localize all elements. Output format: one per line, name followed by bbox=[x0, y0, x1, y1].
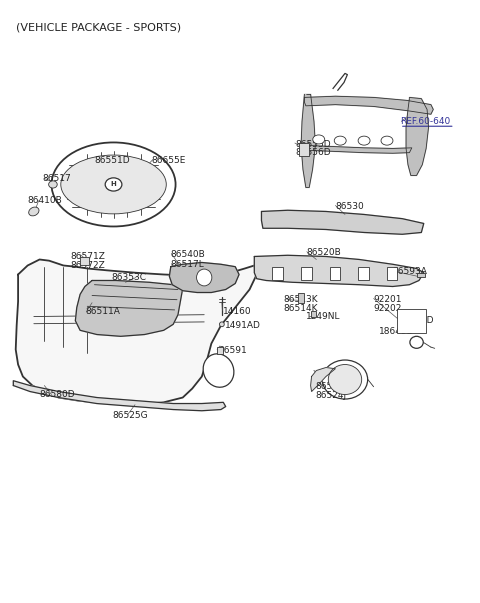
Text: 92330D: 92330D bbox=[398, 316, 434, 325]
Polygon shape bbox=[301, 95, 315, 188]
Ellipse shape bbox=[203, 354, 234, 387]
Text: (VEHICLE PACKAGE - SPORTS): (VEHICLE PACKAGE - SPORTS) bbox=[16, 22, 181, 33]
Polygon shape bbox=[254, 255, 424, 286]
Bar bbox=[273, 267, 283, 280]
Text: 86410B: 86410B bbox=[28, 196, 62, 205]
Text: 14160: 14160 bbox=[223, 307, 252, 316]
Text: 86655E: 86655E bbox=[152, 156, 186, 165]
Ellipse shape bbox=[105, 178, 122, 191]
Polygon shape bbox=[304, 96, 433, 114]
Ellipse shape bbox=[328, 365, 362, 394]
Polygon shape bbox=[307, 145, 412, 153]
Text: 86580D: 86580D bbox=[39, 390, 75, 399]
Text: 1249NL: 1249NL bbox=[306, 312, 340, 321]
Text: 86525G: 86525G bbox=[112, 411, 148, 420]
Polygon shape bbox=[311, 367, 336, 391]
Text: 86556D: 86556D bbox=[295, 148, 331, 157]
Text: REF.60-640: REF.60-640 bbox=[400, 117, 450, 126]
Text: 86514K: 86514K bbox=[283, 304, 317, 313]
Bar bbox=[359, 267, 369, 280]
Text: 86511A: 86511A bbox=[85, 307, 120, 316]
Bar bbox=[387, 267, 397, 280]
Ellipse shape bbox=[48, 181, 57, 188]
Text: H: H bbox=[111, 182, 117, 188]
Text: 92201: 92201 bbox=[373, 295, 402, 304]
Polygon shape bbox=[16, 259, 257, 405]
Ellipse shape bbox=[197, 269, 212, 286]
Bar bbox=[298, 293, 304, 303]
Text: 86520B: 86520B bbox=[307, 248, 342, 257]
Bar bbox=[311, 311, 316, 317]
Polygon shape bbox=[169, 262, 239, 292]
Polygon shape bbox=[262, 210, 424, 235]
Text: 86591: 86591 bbox=[218, 346, 247, 355]
Text: 86517L: 86517L bbox=[171, 260, 204, 270]
Text: 1491AD: 1491AD bbox=[225, 321, 261, 330]
Bar bbox=[217, 347, 223, 355]
Text: 86517: 86517 bbox=[42, 174, 71, 183]
Ellipse shape bbox=[313, 135, 324, 144]
Text: 86513K: 86513K bbox=[283, 295, 318, 304]
Ellipse shape bbox=[61, 155, 166, 214]
Polygon shape bbox=[75, 280, 183, 336]
Text: 86530: 86530 bbox=[336, 202, 364, 211]
Ellipse shape bbox=[358, 136, 370, 145]
Ellipse shape bbox=[323, 360, 368, 399]
Bar bbox=[301, 267, 312, 280]
Bar bbox=[397, 309, 426, 333]
Polygon shape bbox=[406, 98, 429, 175]
Text: 86593A: 86593A bbox=[393, 267, 428, 276]
Text: 86572Z: 86572Z bbox=[71, 261, 105, 270]
Ellipse shape bbox=[219, 322, 224, 327]
Text: 18649B: 18649B bbox=[379, 327, 414, 336]
Bar bbox=[80, 257, 89, 265]
Ellipse shape bbox=[29, 207, 39, 216]
Ellipse shape bbox=[334, 136, 346, 145]
Text: 86523J: 86523J bbox=[315, 382, 347, 391]
Bar bbox=[417, 273, 425, 277]
Text: 86551D: 86551D bbox=[95, 156, 130, 165]
Text: 86555D: 86555D bbox=[295, 140, 331, 149]
Text: 86353C: 86353C bbox=[111, 273, 146, 282]
Bar bbox=[330, 267, 340, 280]
Bar bbox=[299, 143, 309, 156]
Text: 86524J: 86524J bbox=[315, 391, 347, 400]
Ellipse shape bbox=[410, 336, 423, 349]
Polygon shape bbox=[13, 380, 226, 411]
Text: 86540B: 86540B bbox=[171, 250, 205, 259]
Ellipse shape bbox=[381, 136, 393, 145]
Text: 92202: 92202 bbox=[373, 304, 402, 313]
Text: 86571Z: 86571Z bbox=[71, 252, 106, 261]
